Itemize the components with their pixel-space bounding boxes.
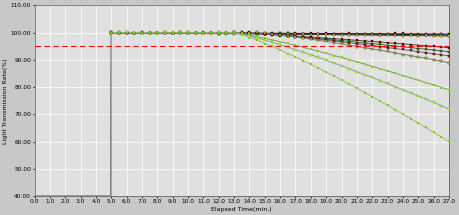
Y-axis label: Light Transmission Rate(%): Light Transmission Rate(%) [4,58,8,144]
X-axis label: Elapsed Time(min.): Elapsed Time(min.) [212,207,272,212]
